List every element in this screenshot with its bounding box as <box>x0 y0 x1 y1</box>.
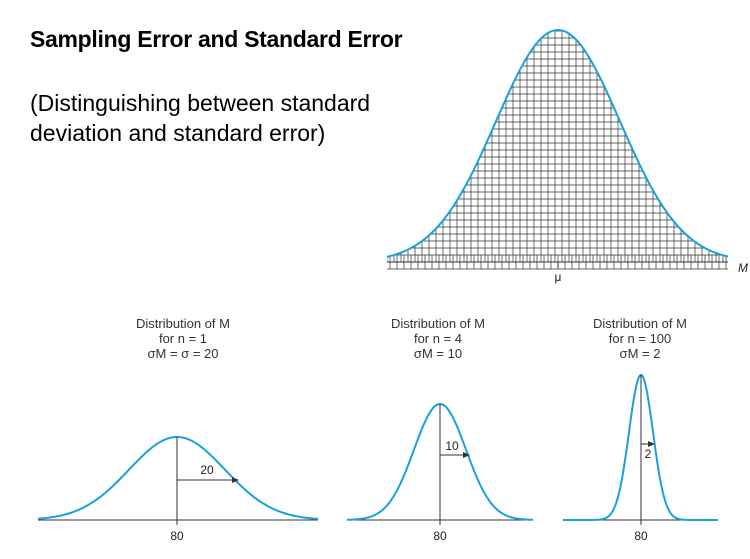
subtitle-line-1: (Distinguishing between standard <box>30 90 371 116</box>
top-mean-label: μ <box>555 270 562 284</box>
caption-n100-line1: Distribution of M <box>593 316 687 331</box>
subtitle-line-2: deviation and standard error) <box>30 120 326 146</box>
sd-arrow-label: 2 <box>645 447 652 461</box>
top-axis-variable: M <box>738 261 748 275</box>
distribution-curve <box>38 436 318 520</box>
center-tick-label: 80 <box>634 529 648 543</box>
center-tick-label: 80 <box>433 529 447 543</box>
caption-n100-line3: σM = 2 <box>619 346 661 361</box>
caption-n1-line2: for n = 1 <box>158 331 208 346</box>
caption-n4: Distribution of M for n = 4 σM = 10 <box>358 316 518 361</box>
arrow-head-icon <box>232 477 239 483</box>
page-subtitle: (Distinguishing between standard deviati… <box>30 88 450 148</box>
top-curve-outline <box>386 29 729 258</box>
sd-arrow-label: 20 <box>200 463 214 477</box>
caption-n100-line2: for n = 100 <box>608 331 672 346</box>
arrow-head-icon <box>463 452 470 458</box>
sd-arrow-label: 10 <box>445 439 459 453</box>
arrow-head-icon <box>648 441 655 447</box>
caption-n1-line3: σM = σ = 20 <box>147 346 219 361</box>
page-title: Sampling Error and Standard Error <box>30 26 403 52</box>
caption-n100: Distribution of M for n = 100 σM = 2 <box>560 316 720 361</box>
caption-n4-line1: Distribution of M <box>391 316 485 331</box>
caption-n1: Distribution of M for n = 1 σM = σ = 20 <box>103 316 263 361</box>
center-tick-label: 80 <box>170 529 184 543</box>
distribution-chart-2: 10 80 <box>347 403 533 543</box>
caption-n4-line3: σM = 10 <box>413 346 463 361</box>
caption-n4-line2: for n = 4 <box>413 331 463 346</box>
caption-n1-line1: Distribution of M <box>136 316 230 331</box>
distribution-chart-3: 2 80 <box>563 373 718 543</box>
top-normal-curve: μ M <box>386 29 748 284</box>
